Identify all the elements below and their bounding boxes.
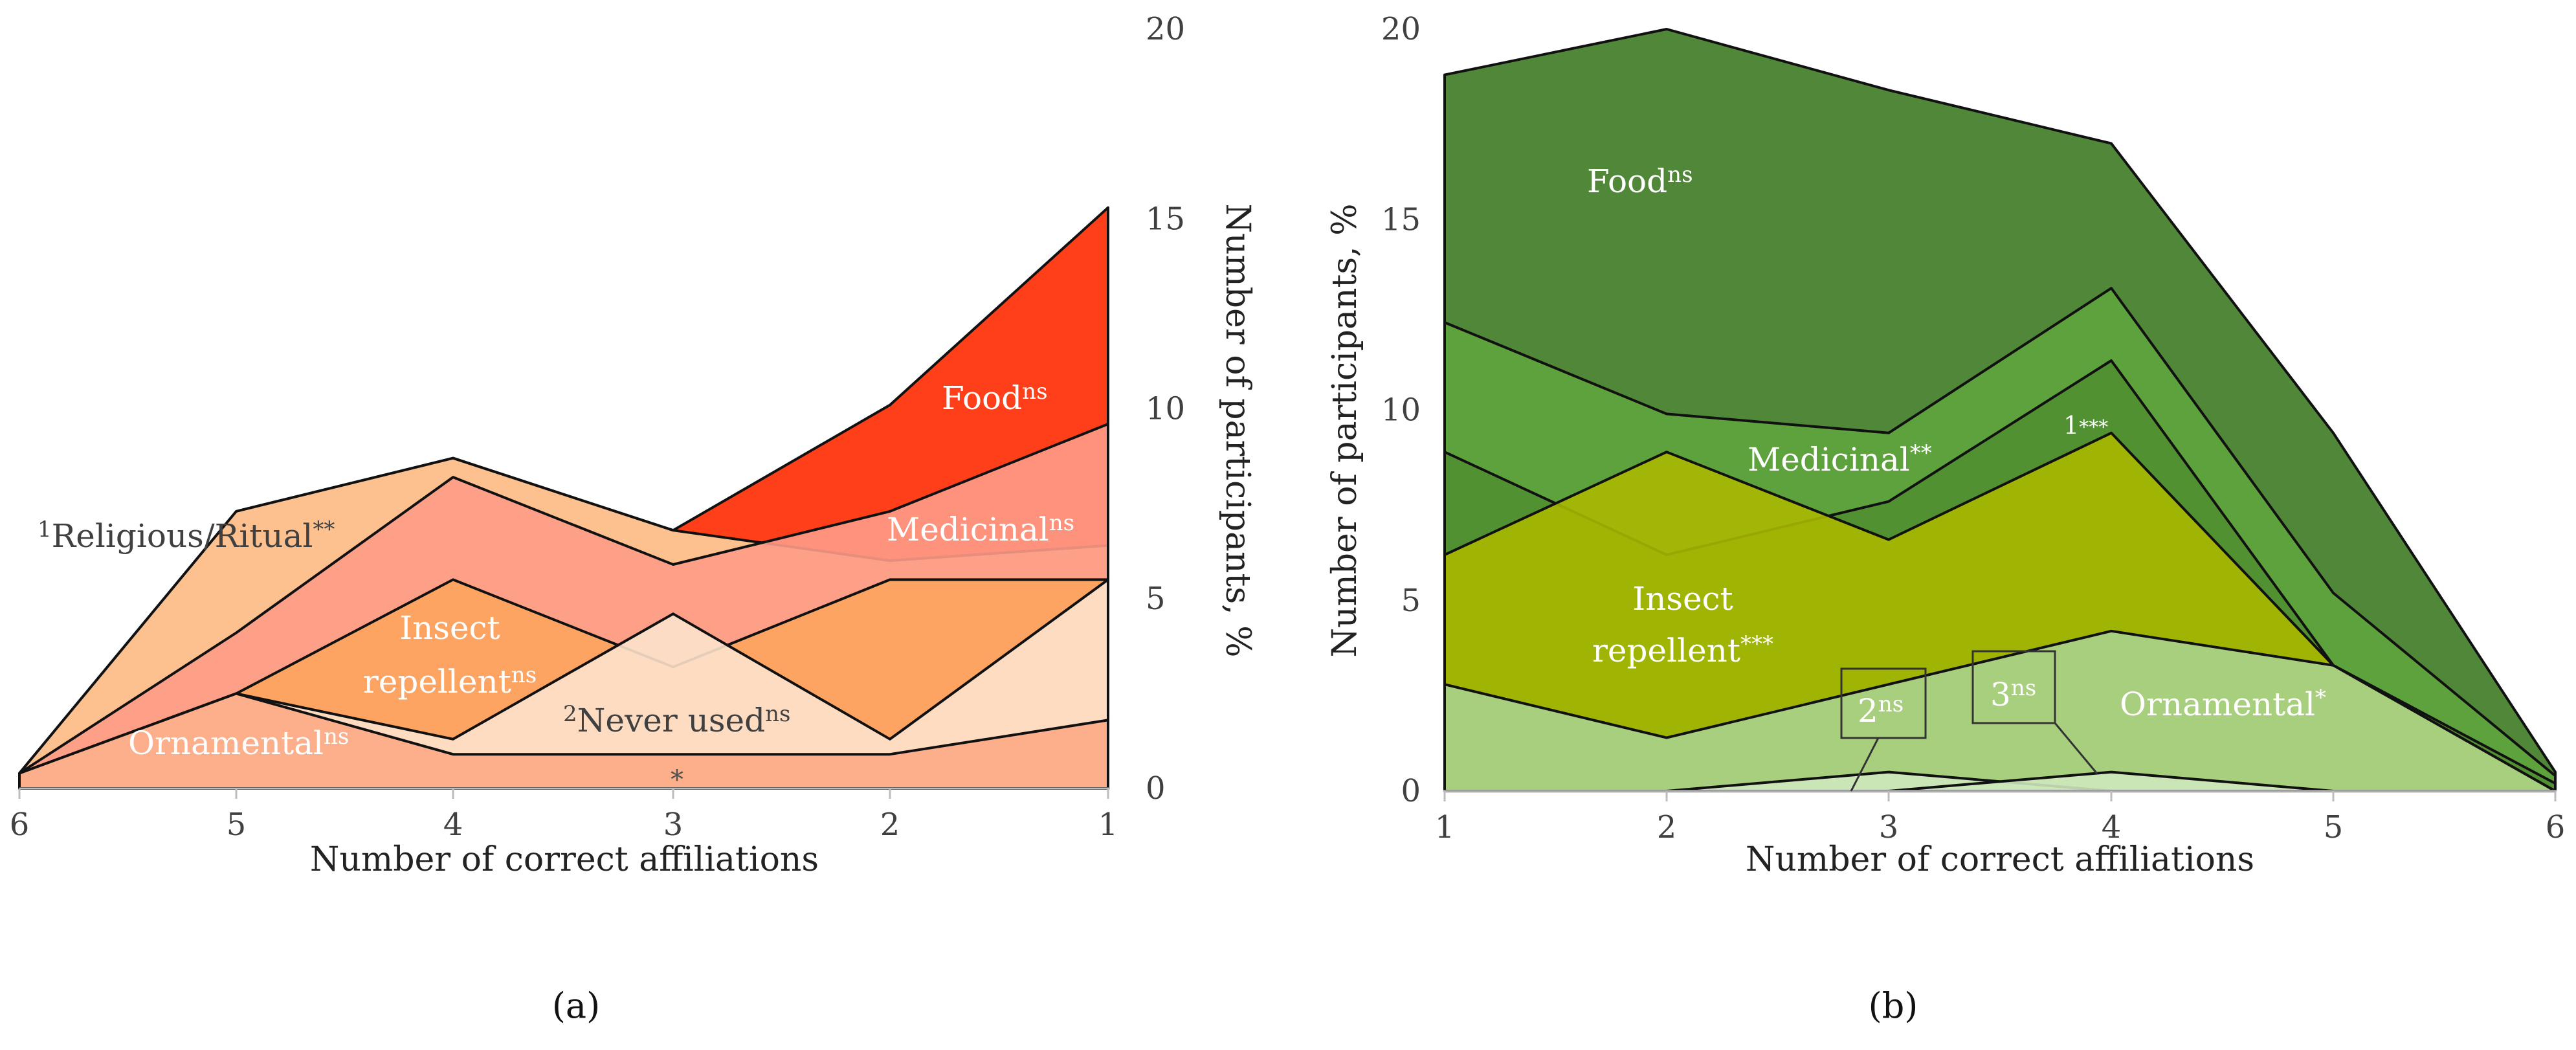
- panel-b-label-one-text: 1: [2063, 411, 2079, 440]
- panel-b-y-tick-label: 20: [1381, 11, 1421, 47]
- panel-b-label-insect-line2: repellent***: [1592, 631, 1773, 669]
- panel-b-label-two-sup: ns: [1878, 691, 1904, 717]
- panel-a-label-food-sup: ns: [1022, 379, 1047, 405]
- panel-b-y-tick-label: 10: [1381, 392, 1421, 429]
- panel-a-x-axis-title: Number of correct affiliations: [310, 840, 819, 879]
- panel-a-x-tick-label: 3: [663, 807, 683, 843]
- panel-b-callout-3-box: [1971, 650, 2056, 724]
- panel-a-y-tick-label: 5: [1146, 581, 1166, 617]
- panel-b-label-two-text: 2: [1858, 692, 1878, 730]
- panel-a-label-insect-sup: ns: [511, 662, 537, 688]
- panel-b-x-tick-label: 4: [2102, 809, 2122, 845]
- panel-a-label-insect-line1: Insect: [399, 609, 500, 647]
- panel-a-x-ticks: 6 5 4 3 2 1: [10, 788, 1118, 843]
- panel-a-y-ticks: 0 5 10 15 20: [1146, 11, 1185, 807]
- panel-b-label-three-sup: ns: [2011, 675, 2036, 701]
- panel-b-label-two: 2ns: [1858, 691, 1904, 730]
- panel-a-y-tick-label: 10: [1146, 391, 1185, 427]
- panel-b-x-tick-label: 6: [2546, 809, 2566, 845]
- panel-b-label-medicinal-text: Medicinal: [1748, 441, 1910, 478]
- panel-b-callout-3-leader: [2054, 722, 2098, 774]
- panel-b-x-ticks: 1 2 3 4 5 6: [1435, 791, 2566, 845]
- panel-a-label-insect-line2: repellentns: [363, 662, 537, 700]
- panel-a-label-never-used: 2Never usedns: [563, 701, 790, 739]
- panel-b-x-tick-label: 5: [2324, 809, 2344, 845]
- panel-b-x-axis-title: Number of correct affiliations: [1746, 840, 2254, 879]
- panel-a-x-tick-label: 6: [10, 807, 30, 843]
- panel-b-label-ornamental-text: Ornamental: [2120, 686, 2315, 723]
- panel-a-label-ornamental-text: Ornamental: [128, 724, 324, 762]
- panel-b-x-tick-label: 1: [1435, 809, 1455, 845]
- panel-a-label-food: Foodns: [942, 379, 1048, 417]
- panel-b-label-three-text: 3: [1990, 676, 2011, 713]
- panel-a-label-never-text: Never used: [577, 702, 765, 739]
- panel-b-label-insect-line1: Insect: [1632, 580, 1733, 618]
- panel-a-label-religious: 1Religious/Ritual**: [38, 517, 335, 555]
- panel-b-label-three: 3ns: [1990, 675, 2036, 713]
- panel-b-y-axis-title: Number of participants, %: [1326, 203, 1364, 657]
- panel-a-y-tick-label: 0: [1146, 770, 1166, 807]
- panel-b-areas: [1443, 28, 2557, 792]
- panel-b-callout-2-leader: [1850, 737, 1880, 792]
- panel-b-y-tick-label: 15: [1381, 201, 1421, 238]
- panel-a-star-annotation: *: [671, 765, 683, 795]
- panel-a-y-tick-label: 20: [1146, 11, 1185, 47]
- panel-a-label-religious-sup: **: [313, 517, 335, 542]
- panel-b-label-one: 1***: [2063, 411, 2108, 440]
- panel-a-label-never-sup: ns: [765, 701, 790, 727]
- panel-b-label-ornamental: Ornamental*: [2120, 685, 2326, 723]
- panel-a-label-religious-pre: 1: [38, 517, 52, 542]
- panel-b-label-food-sup: ns: [1667, 162, 1693, 188]
- panel-b-label-food-text: Food: [1587, 162, 1667, 200]
- panel-a-x-tick-label: 4: [443, 807, 463, 843]
- panel-a-x-tick-label: 2: [880, 807, 900, 843]
- panel-a-panel-label: (a): [552, 985, 600, 1026]
- panel-b-panel-label: (b): [1869, 985, 1918, 1026]
- panel-b-x-tick-label: 3: [1879, 809, 1899, 845]
- panel-a-label-medicinal: Medicinalns: [887, 510, 1074, 548]
- panel-a-label-insect-text: repellent: [363, 663, 511, 700]
- panel-a-label-never-pre: 2: [563, 701, 577, 727]
- panel-b-label-one-sup: ***: [2079, 416, 2108, 439]
- panel-b-label-ornamental-sup: *: [2315, 685, 2326, 711]
- panel-a-label-food-text: Food: [942, 379, 1022, 417]
- panel-a-x-tick-label: 1: [1098, 807, 1118, 843]
- panel-a-label-religious-text: Religious/Ritual: [52, 517, 313, 555]
- panel-b-y-tick-label: 0: [1401, 773, 1421, 809]
- panel-b-label-insect-sup: ***: [1740, 631, 1773, 657]
- panel-b-label-medicinal: Medicinal**: [1748, 440, 1932, 478]
- panel-a-label-ornamental: Ornamentalns: [128, 724, 349, 762]
- panel-b-y-tick-label: 5: [1401, 583, 1421, 619]
- panel-b-label-medicinal-sup: **: [1910, 440, 1932, 466]
- panel-a-label-medicinal-text: Medicinal: [887, 511, 1049, 548]
- panel-a-y-axis-title: Number of participants, %: [1218, 203, 1257, 657]
- panel-a-x-tick-label: 5: [227, 807, 247, 843]
- panel-a-label-medicinal-sup: ns: [1049, 510, 1074, 536]
- panel-b-label-insect-text: repellent: [1592, 632, 1740, 669]
- panel-b-callout-2-box: [1840, 667, 1927, 739]
- panel-a-y-tick-label: 15: [1146, 201, 1185, 237]
- panel-a-label-ornamental-sup: ns: [324, 724, 349, 750]
- panel-b-label-food: Foodns: [1587, 162, 1693, 200]
- panel-b-x-tick-label: 2: [1657, 809, 1677, 845]
- panel-b-y-ticks: 0 5 10 15 20: [1381, 11, 1421, 809]
